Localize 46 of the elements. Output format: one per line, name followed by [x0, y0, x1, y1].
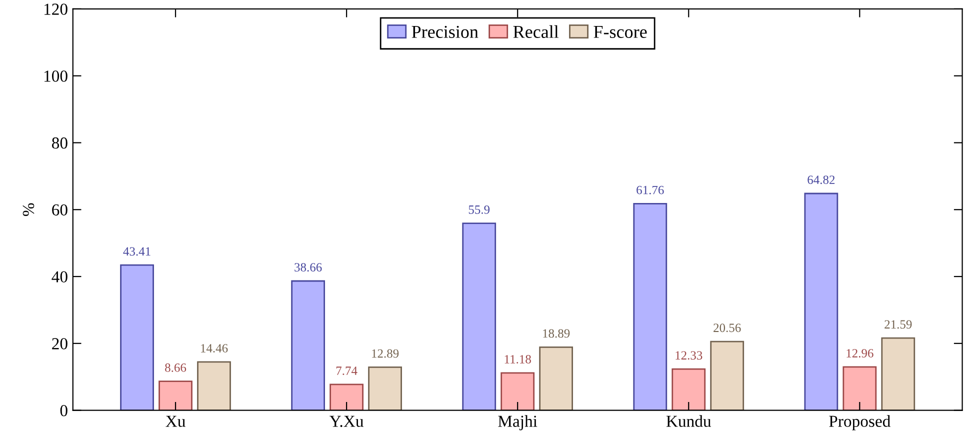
- bar: [672, 368, 706, 410]
- y-tick-label: 20: [52, 338, 68, 350]
- bar: [197, 361, 231, 410]
- x-tick-label: Y.Xu: [330, 416, 364, 427]
- data-label: 18.89: [543, 329, 570, 338]
- data-label: 20.56: [714, 324, 741, 332]
- data-label: 14.46: [201, 344, 228, 353]
- y-axis-title: %: [22, 203, 34, 216]
- bar: [158, 380, 192, 410]
- bar: [804, 192, 838, 410]
- y-tick-label: 40: [52, 271, 68, 282]
- data-label: 8.66: [165, 363, 186, 372]
- bar: [539, 346, 574, 410]
- data-label: 21.59: [884, 320, 912, 329]
- legend-label: F-score: [594, 26, 647, 38]
- x-tick-label: Xu: [166, 416, 186, 427]
- bar: [633, 203, 668, 410]
- x-tick-label: Kundu: [666, 415, 712, 427]
- data-label: 7.74: [336, 366, 358, 375]
- data-label: 43.41: [123, 247, 150, 256]
- data-label: 12.96: [846, 349, 874, 358]
- x-tick-label: Proposed: [829, 415, 890, 430]
- bar: [842, 366, 877, 410]
- legend-label: Precision: [412, 26, 478, 38]
- data-label: 12.89: [372, 349, 399, 358]
- y-tick-label: 60: [52, 204, 68, 216]
- bar: [291, 280, 326, 410]
- data-label: 12.33: [676, 351, 702, 360]
- y-tick-label: 0: [60, 405, 68, 416]
- legend-label: Recall: [513, 25, 559, 38]
- bar: [120, 264, 154, 410]
- bar: [500, 372, 535, 410]
- data-label: 38.66: [294, 263, 322, 272]
- data-label: 55.9: [468, 205, 490, 214]
- bar: [330, 384, 364, 410]
- data-label: 11.18: [504, 355, 531, 364]
- data-label: 61.76: [636, 186, 664, 194]
- bar: [881, 337, 916, 410]
- y-tick-label: 100: [44, 70, 68, 82]
- bar: [710, 340, 744, 410]
- bar: [368, 366, 402, 410]
- y-tick-label: 80: [52, 137, 68, 149]
- bar: [462, 222, 496, 410]
- x-tick-label: Majhi: [498, 415, 538, 430]
- data-label: 64.82: [808, 176, 835, 184]
- y-tick-label: 120: [44, 4, 68, 15]
